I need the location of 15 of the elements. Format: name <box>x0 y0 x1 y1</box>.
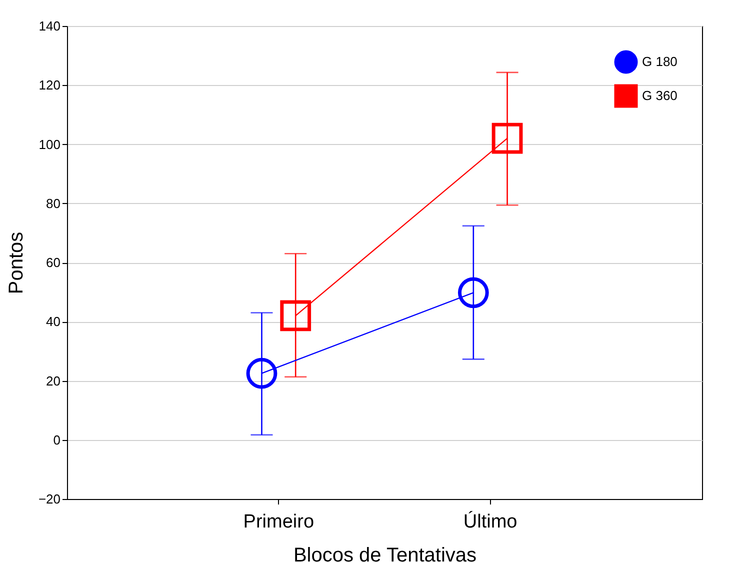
y-tick-label: 140 <box>38 18 60 34</box>
y-tick-label: 0 <box>53 432 60 448</box>
y-axis-title: Pontos <box>5 232 28 294</box>
y-tick-label: 80 <box>46 196 60 211</box>
y-tick-label: 120 <box>38 78 60 93</box>
x-tick-label: Último <box>463 510 518 532</box>
y-tick-label: 100 <box>38 136 60 152</box>
legend-label: G 180 <box>642 54 678 69</box>
y-tick-label: 60 <box>46 255 60 270</box>
y-tick-label: 20 <box>46 373 60 388</box>
x-axis-title: Blocos de Tentativas <box>293 544 477 563</box>
legend-label: G 360 <box>642 88 678 103</box>
y-tick-label: −20 <box>38 492 60 506</box>
x-tick-label: Primeiro <box>243 512 314 532</box>
y-tick-label: 40 <box>46 314 60 330</box>
